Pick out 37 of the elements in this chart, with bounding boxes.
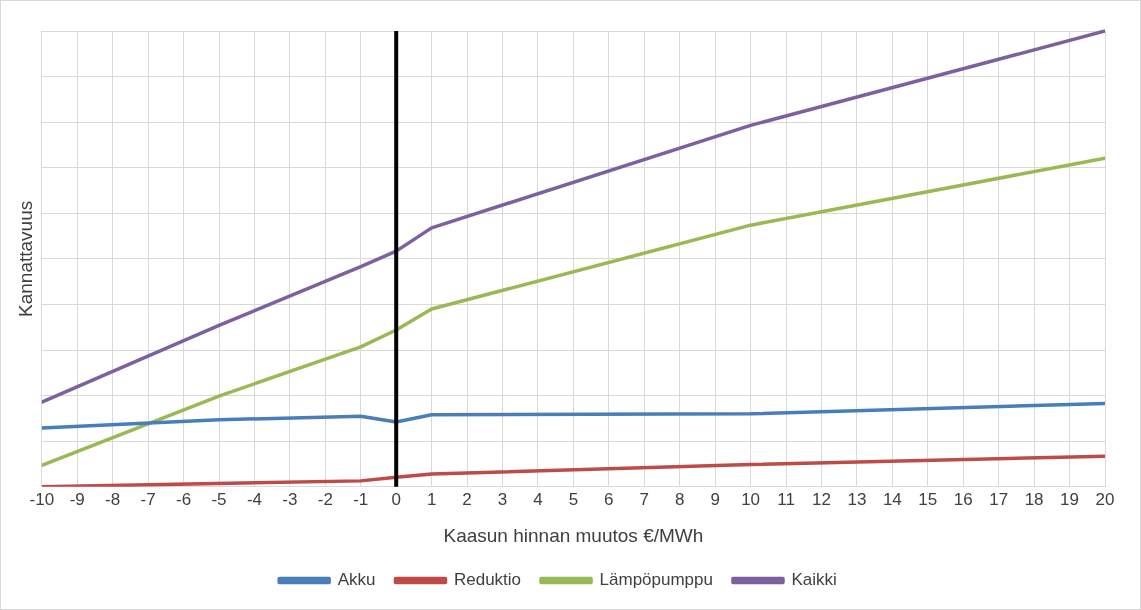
x-tick-label: -10 — [29, 489, 55, 509]
x-tick-label: -1 — [353, 489, 369, 509]
x-tick-label: 6 — [604, 489, 614, 509]
x-tick-label: -7 — [140, 489, 156, 509]
x-tick-label: 14 — [882, 489, 902, 509]
legend-label: Kaikki — [791, 570, 837, 590]
x-tick-label: 12 — [812, 489, 831, 509]
legend-label: Lämpöpumppu — [599, 570, 713, 590]
x-tick-label: 18 — [1024, 489, 1044, 509]
x-tick-label: 1 — [426, 489, 437, 509]
x-tick-label: -9 — [69, 489, 85, 509]
x-tick-label: -8 — [105, 489, 121, 509]
legend-label: Akku — [337, 570, 376, 590]
x-tick-label: 16 — [953, 489, 973, 509]
x-tick-label: -2 — [317, 489, 333, 509]
x-tick-label: 15 — [918, 489, 938, 509]
x-tick-label: 13 — [847, 489, 867, 509]
x-tick-label: 8 — [674, 489, 685, 509]
x-tick-label: 20 — [1095, 489, 1115, 509]
x-tick-label: 17 — [989, 489, 1009, 509]
x-tick-label: 9 — [710, 489, 720, 509]
x-tick-label: 3 — [497, 489, 508, 509]
legend-label: Reduktio — [453, 570, 522, 590]
y-axis-title: Kannattavuus — [14, 200, 36, 317]
x-tick-label: 0 — [391, 489, 401, 509]
x-tick-label: 11 — [777, 489, 795, 509]
x-tick-label: 2 — [462, 489, 472, 509]
x-tick-label: -4 — [246, 489, 262, 509]
x-tick-label: -5 — [211, 489, 227, 509]
x-tick-label: -3 — [282, 489, 298, 509]
x-tick-label: 4 — [533, 489, 543, 509]
x-axis-title: Kaasun hinnan muutos €/MWh — [443, 524, 704, 546]
x-tick-label: 5 — [568, 489, 579, 509]
x-tick-label: 10 — [741, 489, 761, 509]
x-tick-label: 7 — [639, 489, 650, 509]
x-tick-label: 19 — [1060, 489, 1080, 509]
x-tick-label: -6 — [176, 489, 192, 509]
